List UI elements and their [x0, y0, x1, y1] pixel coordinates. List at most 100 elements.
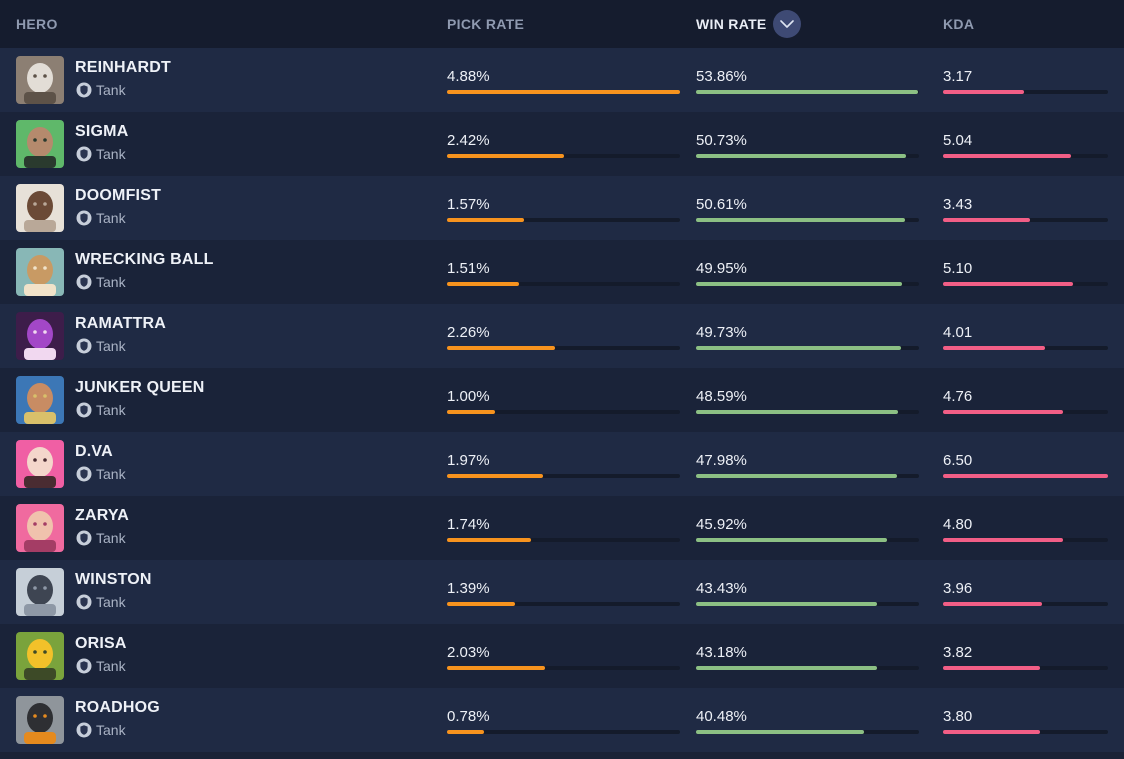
win-rate-bar	[696, 538, 919, 542]
tank-role-icon	[76, 338, 92, 354]
tank-role-icon	[76, 274, 92, 290]
kda-bar-fill	[943, 730, 1040, 734]
kda-value: 3.17	[943, 68, 973, 85]
pick-rate-bar-fill	[447, 282, 520, 286]
pick-rate-bar-fill	[447, 538, 531, 542]
hero-role-label: Tank	[96, 658, 126, 674]
win-rate-bar	[696, 218, 919, 222]
column-header-hero[interactable]: HERO	[16, 16, 58, 32]
kda-value: 4.01	[943, 324, 973, 341]
column-header-pick-rate[interactable]: PICK RATE	[447, 16, 525, 32]
table-header: HERO PICK RATE WIN RATE KDA	[0, 0, 1124, 48]
tank-role-icon	[76, 658, 92, 674]
pick-rate-bar	[447, 218, 680, 222]
table-row[interactable]: REINHARDT Tank 4.88% 53.86% 3.17	[0, 48, 1124, 112]
pick-rate-bar	[447, 538, 680, 542]
win-rate-bar	[696, 666, 919, 670]
hero-portrait[interactable]	[16, 184, 64, 232]
hero-portrait[interactable]	[16, 568, 64, 616]
tank-role-icon	[76, 82, 92, 98]
pick-rate-bar	[447, 346, 680, 350]
hero-name[interactable]: WINSTON	[75, 571, 152, 588]
win-rate-bar-fill	[696, 410, 898, 414]
hero-role-label: Tank	[96, 722, 126, 738]
win-rate-bar	[696, 730, 919, 734]
hero-portrait[interactable]	[16, 120, 64, 168]
tank-role-icon	[76, 530, 92, 546]
kda-bar	[943, 282, 1108, 286]
hero-portrait[interactable]	[16, 376, 64, 424]
kda-bar	[943, 346, 1108, 350]
table-row[interactable]: WRECKING BALL Tank 1.51% 49.95% 5.10	[0, 240, 1124, 304]
kda-value: 3.82	[943, 644, 973, 661]
table-row[interactable]: SIGMA Tank 2.42% 50.73% 5.04	[0, 112, 1124, 176]
table-row[interactable]: ZARYA Tank 1.74% 45.92% 4.80	[0, 496, 1124, 560]
table-row[interactable]: JUNKER QUEEN Tank 1.00% 48.59% 4.76	[0, 368, 1124, 432]
kda-value: 4.76	[943, 388, 973, 405]
hero-role-label: Tank	[96, 338, 126, 354]
hero-name[interactable]: D.VA	[75, 443, 113, 460]
win-rate-value: 43.18%	[696, 644, 747, 661]
win-rate-bar-fill	[696, 666, 877, 670]
hero-name[interactable]: ORISA	[75, 635, 127, 652]
column-header-kda[interactable]: KDA	[943, 16, 975, 32]
table-row[interactable]: DOOMFIST Tank 1.57% 50.61% 3.43	[0, 176, 1124, 240]
table-row[interactable]: ROADHOG Tank 0.78% 40.48% 3.80	[0, 688, 1124, 752]
hero-name[interactable]: REINHARDT	[75, 59, 172, 76]
pick-rate-bar	[447, 154, 680, 158]
kda-bar-fill	[943, 346, 1046, 350]
hero-portrait[interactable]	[16, 632, 64, 680]
pick-rate-bar-fill	[447, 410, 495, 414]
kda-bar	[943, 538, 1108, 542]
kda-bar	[943, 474, 1108, 478]
sort-descending-button[interactable]	[773, 10, 801, 38]
hero-name[interactable]: ZARYA	[75, 507, 130, 524]
hero-name[interactable]: ROADHOG	[75, 699, 160, 716]
kda-bar-fill	[943, 154, 1071, 158]
pick-rate-value: 1.39%	[447, 580, 490, 597]
hero-portrait[interactable]	[16, 440, 64, 488]
kda-bar-fill	[943, 474, 1108, 478]
hero-name[interactable]: RAMATTRA	[75, 315, 167, 332]
hero-name[interactable]: DOOMFIST	[75, 187, 162, 204]
hero-name[interactable]: JUNKER QUEEN	[75, 379, 205, 396]
kda-value: 5.04	[943, 132, 973, 149]
hero-role-label: Tank	[96, 466, 126, 482]
table-row[interactable]: ORISA Tank 2.03% 43.18% 3.82	[0, 624, 1124, 688]
kda-value: 4.80	[943, 516, 973, 533]
kda-value: 3.96	[943, 580, 973, 597]
hero-portrait[interactable]	[16, 56, 64, 104]
table-row[interactable]: WINSTON Tank 1.39% 43.43% 3.96	[0, 560, 1124, 624]
hero-role-label: Tank	[96, 82, 126, 98]
tank-role-icon	[76, 594, 92, 610]
tank-role-icon	[76, 722, 92, 738]
kda-bar-fill	[943, 410, 1064, 414]
tank-role-icon	[76, 146, 92, 162]
pick-rate-bar-fill	[447, 154, 564, 158]
win-rate-bar	[696, 154, 919, 158]
win-rate-bar-fill	[696, 346, 902, 350]
hero-role-label: Tank	[96, 402, 126, 418]
hero-portrait[interactable]	[16, 504, 64, 552]
pick-rate-value: 2.42%	[447, 132, 490, 149]
win-rate-bar	[696, 410, 919, 414]
pick-rate-bar-fill	[447, 474, 543, 478]
hero-name[interactable]: WRECKING BALL	[75, 251, 214, 268]
win-rate-bar-fill	[696, 218, 905, 222]
hero-portrait[interactable]	[16, 248, 64, 296]
table-row[interactable]: D.VA Tank 1.97% 47.98% 6.50	[0, 432, 1124, 496]
win-rate-value: 43.43%	[696, 580, 747, 597]
pick-rate-value: 1.57%	[447, 196, 490, 213]
hero-portrait[interactable]	[16, 312, 64, 360]
kda-bar-fill	[943, 602, 1042, 606]
hero-portrait[interactable]	[16, 696, 64, 744]
hero-role-label: Tank	[96, 210, 126, 226]
win-rate-bar-fill	[696, 154, 906, 158]
hero-name[interactable]: SIGMA	[75, 123, 129, 140]
win-rate-value: 50.73%	[696, 132, 747, 149]
pick-rate-bar-fill	[447, 602, 515, 606]
column-header-win-rate[interactable]: WIN RATE	[696, 16, 767, 32]
win-rate-bar	[696, 346, 919, 350]
win-rate-value: 45.92%	[696, 516, 747, 533]
table-row[interactable]: RAMATTRA Tank 2.26% 49.73% 4.01	[0, 304, 1124, 368]
